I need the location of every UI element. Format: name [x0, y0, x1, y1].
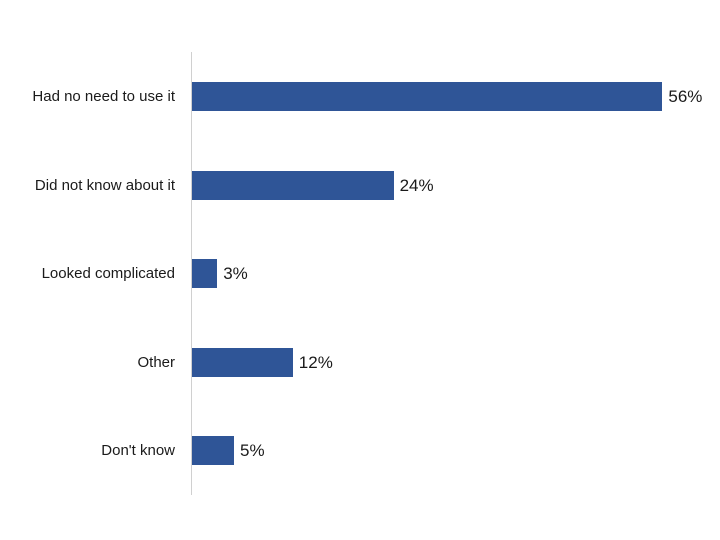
- category-label: Looked complicated: [41, 265, 175, 282]
- bar: [192, 259, 218, 288]
- value-label: 24%: [399, 176, 434, 195]
- category-axis-line: [191, 52, 192, 495]
- value-label: 5%: [240, 441, 265, 460]
- category-label: Don't know: [101, 442, 175, 459]
- bar: [192, 82, 663, 111]
- value-label: 12%: [298, 353, 333, 372]
- value-label: 56%: [668, 87, 703, 106]
- category-label: Had no need to use it: [32, 88, 175, 105]
- category-label: Did not know about it: [34, 177, 175, 194]
- bar: [192, 348, 293, 377]
- bar: [192, 171, 394, 200]
- value-label: 3%: [223, 264, 248, 283]
- bar: [192, 436, 234, 465]
- category-label: Other: [137, 354, 175, 371]
